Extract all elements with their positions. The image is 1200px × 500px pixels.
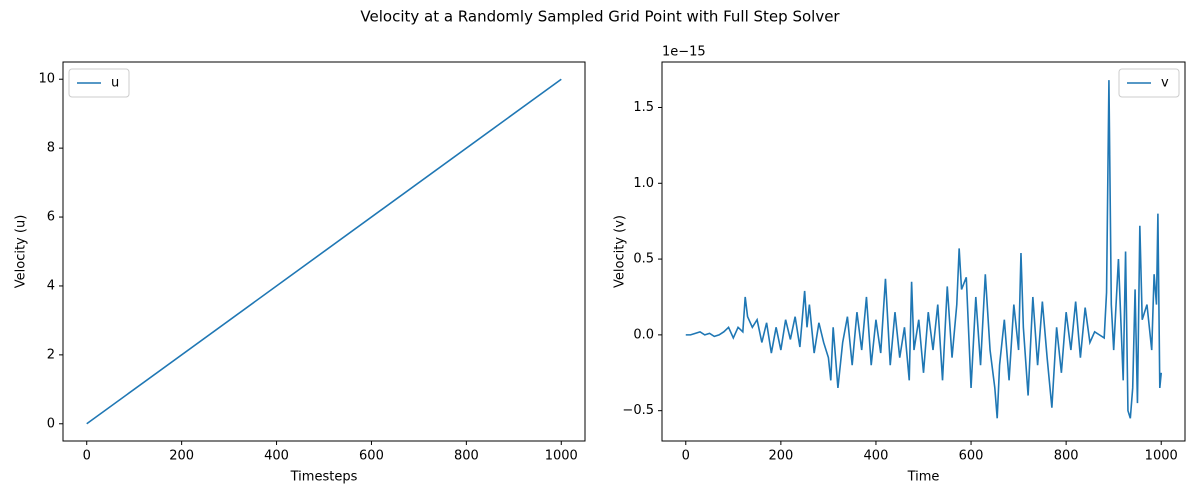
x-tick-label: 600: [959, 449, 984, 464]
y-tick-label: 0.5: [633, 252, 654, 267]
x-tick-label: 1000: [545, 449, 578, 464]
x-tick-label: 0: [682, 449, 690, 464]
y-tick-label: 1.5: [633, 100, 654, 115]
axes-frame: [62, 61, 586, 442]
x-tick-label: 0: [83, 449, 91, 464]
x-axis-label: Time: [907, 470, 940, 485]
y-offset-label: 1e−15: [662, 45, 706, 60]
y-axis-label: Velocity (v): [613, 215, 628, 288]
y-tick-label: 8: [47, 141, 55, 156]
data-line: [86, 78, 562, 425]
x-tick-label: 400: [264, 449, 289, 464]
legend-label: u: [111, 76, 119, 91]
data-line: [685, 80, 1163, 419]
x-tick-label: 600: [359, 449, 384, 464]
x-tick-label: 200: [169, 449, 194, 464]
figure-title: Velocity at a Randomly Sampled Grid Poin…: [360, 8, 840, 26]
y-tick-label: 6: [47, 210, 55, 225]
x-axis-label: Timesteps: [290, 470, 358, 485]
y-tick-label: −0.5: [622, 403, 654, 418]
x-tick-label: 1000: [1145, 449, 1178, 464]
x-tick-label: 400: [864, 449, 889, 464]
legend-label: v: [1161, 76, 1169, 91]
x-tick-label: 800: [1054, 449, 1079, 464]
axes-frame: [661, 61, 1186, 442]
y-tick-label: 0: [47, 416, 55, 431]
y-tick-label: 4: [47, 278, 55, 293]
y-tick-label: 0.0: [633, 327, 654, 342]
x-tick-label: 800: [454, 449, 479, 464]
y-tick-label: 1.0: [633, 176, 654, 191]
y-tick-label: 2: [47, 347, 55, 362]
y-axis-label: Velocity (u): [14, 215, 29, 289]
x-tick-label: 200: [768, 449, 793, 464]
y-tick-label: 10: [38, 72, 55, 87]
